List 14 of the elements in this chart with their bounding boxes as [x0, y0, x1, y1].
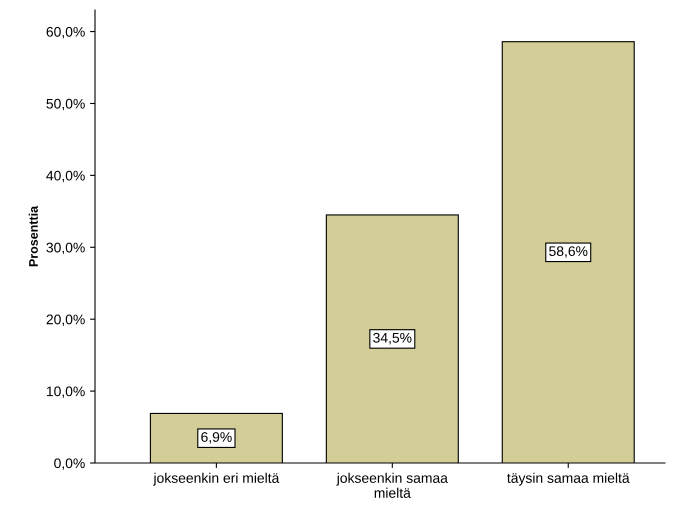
- y-tick-label: 20,0%: [46, 314, 85, 326]
- data-label: 6,9%: [201, 432, 232, 444]
- y-tick-label: 30,0%: [46, 242, 85, 254]
- y-tick-label: 40,0%: [46, 170, 85, 182]
- data-label: 58,6%: [549, 246, 588, 258]
- y-tick-label: 10,0%: [46, 386, 85, 398]
- y-tick-label: 0,0%: [54, 458, 85, 470]
- y-tick-label: 50,0%: [46, 98, 85, 110]
- x-tick-label: jokseenkin samaa mieltä: [336, 472, 448, 498]
- x-tick-label: jokseenkin eri mieltä: [153, 472, 280, 486]
- y-axis-title: Prosenttia: [28, 206, 38, 266]
- x-tick-label: täysin samaa mieltä: [507, 472, 630, 486]
- y-tick-label: 60,0%: [46, 26, 85, 38]
- data-label: 34,5%: [373, 332, 412, 344]
